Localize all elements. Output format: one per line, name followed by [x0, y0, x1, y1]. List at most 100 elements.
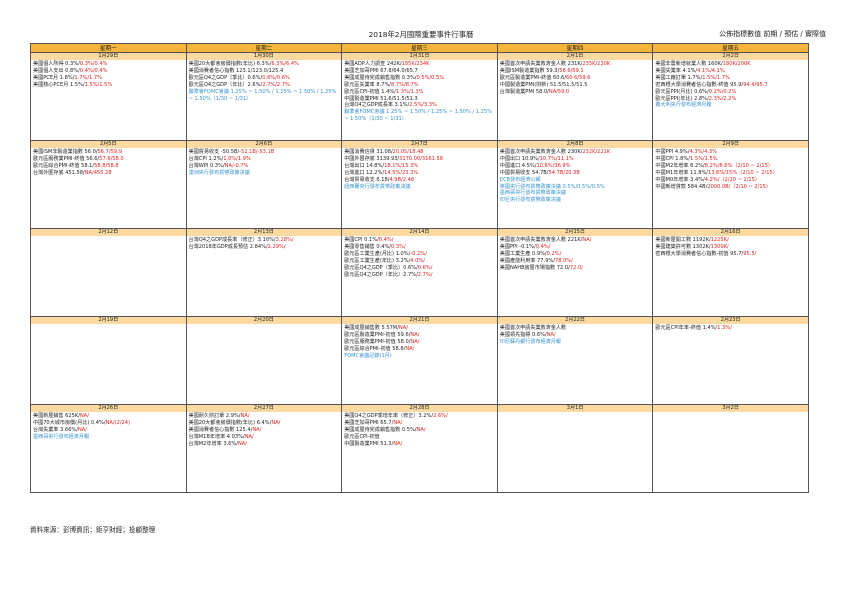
event-item: 中國製造業PMI(財新) 51.5/51.5/51.5 [499, 81, 588, 88]
event-item: 歐元區製造業PMI-終值 60.6/60.6/59.6 [499, 74, 591, 81]
date-row: 2月19日 2月20日 2月21日 2月22日 2月23日 [30, 316, 809, 324]
forecast-actual-value: NA/59.0 [548, 88, 570, 95]
forecast-actual-value: NA/ [393, 419, 403, 426]
event-item: 歐元區綜合PMI-初值 58.8/NA/ [344, 345, 415, 352]
date-row: 2月12日 2月13日 2月14日 2月15日 2月16日 [30, 228, 809, 236]
date-cell: 2月1日 [496, 52, 654, 60]
date-cell: 2月15日 [496, 228, 654, 236]
event-item: 歐元區CPI-初值 [344, 433, 380, 440]
forecast-actual-value: NA/ [237, 440, 247, 447]
forecast-actual-value: 56.7/59.9 [97, 149, 122, 155]
event-item: 美國建築許可數 1302K/1300K/ [655, 243, 729, 250]
event-item: 台灣貿易收支 6.18/4.9B/2.48 [344, 176, 415, 183]
event-item: 歐元區綜合PMI-終值 58.1/58.8/58.8 [33, 162, 119, 169]
day-events-cell: 美國成屋銷售數 5.57M/NA/歐元區製造業PMI-初值 59.6/NA/歐元… [341, 324, 498, 405]
forecast-actual-value: 4.3%/4.3% [689, 149, 718, 155]
event-item: 歐元區Q4之GDP（年比）2.7%/2.7%/ [344, 271, 433, 278]
forecast-actual-value: 10.7%/11.1% [539, 155, 574, 162]
event-item: 美國NAHB房屋市場指數 72.0/72.0/ [499, 264, 583, 271]
date-cell: 2月12日 [30, 228, 187, 236]
day-events-cell [30, 236, 187, 317]
date-row: 2月26日 2月27日 2月28日 3月1日 3月2日 [30, 404, 809, 412]
event-item: 中國M0年增率 3.4%/4.2%/（2/10 ~ 2/15） [655, 176, 760, 183]
event-item: 美國消費信貸 31.08/20.05/18.48 [344, 149, 424, 155]
day-events-cell: 美國20大都會房價指數(年比) 6.3%/6.3%/6.4% 美國消費者信心指數 … [185, 60, 343, 141]
date-cell: 2月26日 [30, 404, 187, 412]
event-item: 中國外匯存底 3139.93/3170.00/3161.58 [344, 155, 444, 162]
event-item: 美國貿易收支 -50.5B/-52.1B/-53.1B [188, 149, 275, 155]
day-events-cell: 歐元區CPI年率-終值 1.4%/1.3%/ [652, 324, 809, 405]
day-events-cell: 美國個人所得 0.3%/0.3%/0.4% 美國個人支出 0.8%/0.4%/0.… [30, 60, 187, 141]
event-item: 紐西蘭央行發布貨幣政策決議 [344, 183, 411, 190]
forecast-actual-value: 1225K/ [710, 237, 729, 243]
forecast-actual-value: 1.5%/1.5% [84, 81, 113, 88]
events-row: 美國成屋銷售數 5.57M/NA/歐元區製造業PMI-初值 59.6/NA/歐元… [30, 324, 809, 405]
forecast-actual-value: -0.2%/ [410, 250, 427, 257]
forecast-actual-value: 1.7%/1.7% [74, 74, 103, 81]
event-item: 美國首次申請失業救濟金人數 230K/232K/221K [499, 149, 611, 155]
event-item: 歐元區工業生產(年比) 3.2%/4.0%/ [344, 257, 425, 264]
day-events-cell: 美國首次申請失業救濟金人數 231K/235K/230K 美國ISM製造業指數 5… [496, 60, 654, 141]
date-cell: 2月14日 [341, 228, 498, 236]
date-cell: 3月2日 [652, 404, 809, 412]
calendar-table: 星期一 星期二 星期三 星期四 星期五 1月29日 1月30日 1月31日 2月1日 2… [30, 43, 809, 493]
event-item: 歐元區製造業PMI-初值 59.6/NA/ [344, 331, 420, 338]
event-item: 中國M1年增率 11.8%/13.6%/15%（2/10 ~ 2/15） [655, 169, 778, 176]
forecast-actual-value: 4.1%/4.1% [697, 67, 725, 74]
weekday-header: 星期二 [185, 43, 343, 53]
event-item: 美國首次申請失業救濟金人數 221K/NA/ [499, 237, 592, 243]
event-item: 台灣Q4之GDP成長率（修正）3.10%/3.28%/ [188, 237, 294, 243]
weekday-header: 星期四 [496, 43, 654, 53]
event-item: 歐元區Q4之GDP（年比）2.6%/2.7%/2.7% [188, 81, 290, 88]
event-item: 美國CPI 0.1%/0.4%/ [344, 237, 394, 243]
date-cell: 3月1日 [496, 404, 654, 412]
weekday-header: 星期一 [30, 43, 187, 53]
event-item: 台灣出口 14.8%/18.1%/15.3% [344, 162, 419, 169]
day-events-cell: 美國新屋開工數 1192K/1225K/美國建築許可數 1302K/1300K/… [652, 236, 809, 317]
day-events-cell: 美國ADP人力調查 242K/185K/234K 美國芝加哥PMI 67.8/64… [341, 60, 498, 141]
event-item: 中國製造業PMI 51.3/NA/ [344, 440, 403, 447]
event-item: 中國出口 10.9%/10.7%/11.1% [499, 155, 574, 162]
forecast-actual-value: 1.5%/1.5% [689, 155, 718, 162]
date-cell: 2月27日 [185, 404, 343, 412]
forecast-actual-value: 0.4%/ [535, 243, 551, 250]
event-item: 中國CPI 1.8%/1.5%/1.5% [655, 155, 718, 162]
forecast-actual-value: 1.0%/1.9% [223, 155, 251, 162]
date-cell: 2月8日 [496, 140, 654, 148]
date-row: 2月5日 2月6日 2月7日 2月8日 2月9日 [30, 140, 809, 148]
forecast-actual-value: 1300K/ [710, 243, 729, 250]
event-item: 聯準會FOMC會議 1.25% ~ 1.50% / 1.25% ~ 1.50% … [344, 109, 494, 123]
forecast-actual-value: NA/ [244, 433, 254, 440]
event-item: 美國20大都會房價指數(年比) 6.3%/6.3%/6.4% [188, 61, 299, 67]
forecast-actual-value: 235K/230K [582, 61, 611, 67]
forecast-actual-value: -52.1B/-53.1B [239, 149, 275, 155]
event-item: 歐元區Q4之GDP（季比）0.6%/0.6%/ [344, 264, 433, 271]
events-row: 台灣Q4之GDP成長率（修正）3.10%/3.28%/台灣2018年GDP成長預… [30, 236, 809, 317]
forecast-actual-value: 58.8/58.8 [94, 162, 119, 169]
date-cell: 2月9日 [652, 140, 809, 148]
event-item: 歐元區Q4之GDP（季比）0.6%/0.6%/0.6% [188, 74, 290, 81]
event-item: 中國PPI 4.9%/4.3%/4.3% [655, 149, 718, 155]
forecast-actual-value: 6.3%/6.4% [271, 61, 299, 67]
event-item: 美國工業生產 0.9%/0.2%/ [499, 250, 562, 257]
forecast-actual-value: NA/ [410, 338, 420, 345]
event-item: 美國核心PCE月 1.5%/1.5%/1.5% [33, 81, 113, 88]
event-item: 澳洲央行發布貨幣政策決議 [188, 169, 250, 176]
day-events-cell [185, 324, 343, 405]
day-events-cell [30, 324, 187, 405]
day-events-cell: 中國PPI 4.9%/4.3%/4.3% 中國CPI 1.8%/1.5%/1.5%… [652, 148, 809, 229]
forecast-actual-value: NA/ [405, 345, 415, 352]
forecast-actual-value: NA/ [240, 413, 250, 419]
page-title: 2018年2月國際重要事件行事曆 [368, 30, 474, 39]
events-row: 美國ISM非製造業指數 56.0/56.7/59.9 歐元區服務業PMI-終值 5… [30, 148, 809, 229]
event-item: 美國新屋開工數 1192K/1225K/ [655, 237, 729, 243]
forecast-actual-value: 0.2%/ [546, 250, 562, 257]
event-item: 密西根大學消費者信心指數-初值 95.7/95.5/ [655, 250, 757, 257]
forecast-actual-value: 2.3%/2.2% [708, 95, 737, 102]
event-item: 美國失業率 4.1%/4.1%/4.1% [655, 67, 725, 74]
forecast-actual-value: 4.0%/ [410, 257, 425, 264]
calendar-body: 1月29日 1月30日 1月31日 2月1日 2月2日 美國個人所得 0.3%/0.3%/… [30, 52, 809, 493]
day-events-cell: 美國首次申請失業救濟金人數 美國領先指標 0.6%/NA/印尼蘇丹銀行發布經濟月報 [496, 324, 654, 405]
event-item: 美國芝加哥PMI 67.8/64.0/65.7 [344, 67, 418, 74]
event-item: 美國產能利用率 77.9%/78.0%/ [499, 257, 573, 264]
